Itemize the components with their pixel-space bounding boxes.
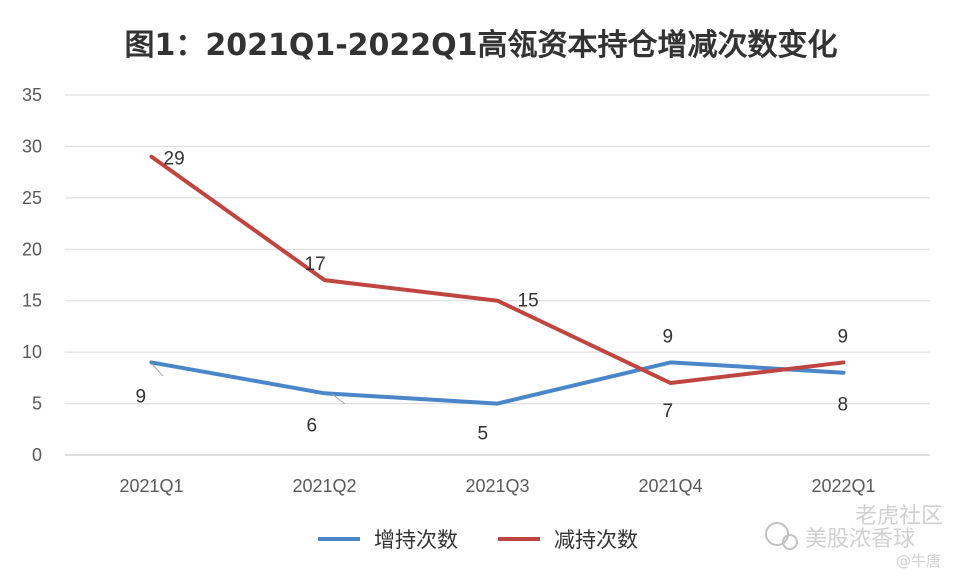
data-label-s0-2: 5 xyxy=(478,424,489,445)
data-label-s0-1: 6 xyxy=(307,415,318,436)
leader-line-2 xyxy=(331,393,346,405)
y-tick-10: 10 xyxy=(22,342,42,362)
legend: 增持次数 减持次数 xyxy=(318,528,638,552)
x-tick-2021Q2: 2021Q2 xyxy=(292,476,356,496)
y-tick-5: 5 xyxy=(32,394,42,414)
x-tick-2021Q3: 2021Q3 xyxy=(465,476,529,496)
series-line-1 xyxy=(149,154,846,385)
y-axis-ticks: 0 5 10 15 20 25 30 35 xyxy=(22,85,42,465)
y-tick-25: 25 xyxy=(22,188,42,208)
series-line-0 xyxy=(149,360,846,406)
data-label-s0-3: 9 xyxy=(663,326,674,347)
watermark-line2: 美股浓香球 xyxy=(805,527,915,552)
wechat-icon-dot xyxy=(782,534,798,550)
leader-line-1 xyxy=(151,363,164,377)
watermark-line3: @牛唐 xyxy=(896,552,941,570)
data-label-s0-0: 9 xyxy=(136,386,147,407)
data-labels: 9 6 5 9 8 29 17 15 7 9 xyxy=(136,149,849,445)
data-label-s1-4: 9 xyxy=(838,326,849,347)
watermark-line1: 老虎社区 xyxy=(855,504,943,529)
y-tick-15: 15 xyxy=(22,291,42,311)
y-tick-0: 0 xyxy=(32,445,42,465)
watermark: 老虎社区 美股浓香球 @牛唐 xyxy=(765,504,943,570)
x-axis-ticks: 2021Q1 2021Q2 2021Q3 2021Q4 2022Q1 xyxy=(119,476,875,496)
series-lines xyxy=(149,154,846,406)
data-label-s1-1: 17 xyxy=(305,254,326,275)
x-tick-2021Q4: 2021Q4 xyxy=(638,476,702,496)
gridlines xyxy=(65,94,930,456)
x-tick-2022Q1: 2022Q1 xyxy=(811,476,875,496)
data-label-s1-2: 15 xyxy=(518,291,539,312)
data-label-s0-4: 8 xyxy=(838,395,849,416)
legend-label-0: 增持次数 xyxy=(374,528,458,552)
x-tick-2021Q1: 2021Q1 xyxy=(119,476,183,496)
data-label-s1-0: 29 xyxy=(164,149,185,170)
y-tick-35: 35 xyxy=(22,85,42,105)
wechat-icon xyxy=(765,522,789,546)
legend-label-1: 减持次数 xyxy=(554,528,638,552)
chart-title: 图1：2021Q1-2022Q1高瓴资本持仓增减次数变化 xyxy=(124,28,838,63)
y-tick-30: 30 xyxy=(22,136,42,156)
y-tick-20: 20 xyxy=(22,239,42,259)
data-label-s1-3: 7 xyxy=(663,401,674,422)
